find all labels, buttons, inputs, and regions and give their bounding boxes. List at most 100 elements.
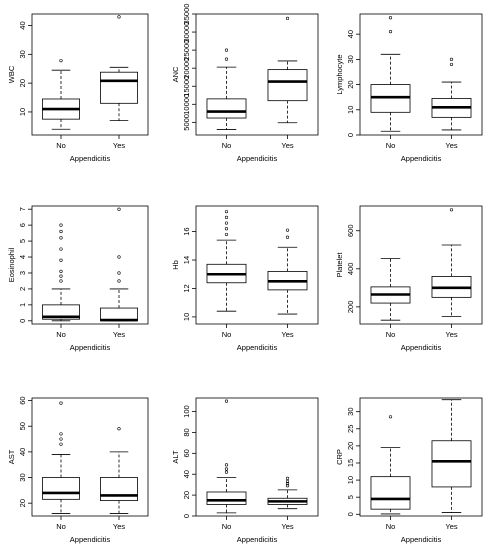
x-tick-label: No: [386, 141, 396, 150]
y-tick-label: 100: [182, 405, 191, 418]
box-yes: [431, 399, 472, 513]
y-axis-title: Hb: [171, 260, 180, 270]
box-no: [206, 48, 247, 130]
y-tick-label: 0: [346, 512, 355, 516]
plot-frame: [195, 397, 319, 517]
iqr-box: [267, 69, 308, 102]
plot-frame: [195, 205, 319, 325]
y-tick-label: 4: [18, 255, 27, 259]
x-axis-title: Appendicitis: [401, 154, 442, 163]
x-tick-label: Yes: [445, 330, 457, 339]
outlier-point: [224, 215, 229, 219]
outlier-point: [59, 437, 63, 441]
plot-frame: [359, 13, 483, 136]
y-axis-title: CRP: [335, 449, 344, 465]
x-axis-title: Appendicitis: [401, 343, 442, 352]
x-tick-label: No: [222, 141, 232, 150]
box-no: [370, 16, 411, 132]
outlier-point: [59, 432, 63, 436]
y-tick-label: 0: [182, 514, 191, 518]
y-tick-label: 10000: [182, 94, 191, 115]
x-axis-title: Appendicitis: [237, 343, 278, 352]
box-yes: [431, 57, 472, 131]
y-tick-label: 2: [18, 287, 27, 291]
y-tick-label: 10: [18, 108, 27, 116]
y-tick-label: 20000: [182, 58, 191, 79]
y-tick-label: 50: [18, 422, 27, 430]
outlier-point: [59, 442, 63, 446]
y-axis-title: ANC: [171, 66, 180, 82]
box-yes: [100, 207, 138, 322]
box-yes: [431, 208, 472, 317]
x-tick-label: No: [56, 330, 66, 339]
outlier-point: [285, 484, 290, 488]
x-tick-label: No: [56, 522, 66, 531]
iqr-box: [431, 440, 472, 488]
x-tick-label: Yes: [445, 141, 457, 150]
y-tick-label: 25000: [182, 40, 191, 61]
x-tick-label: Yes: [281, 141, 293, 150]
outlier-point: [224, 57, 229, 61]
box-yes: [267, 16, 308, 124]
box-no: [370, 257, 411, 321]
y-tick-label: 20: [18, 79, 27, 87]
y-tick-label: 16: [182, 227, 191, 235]
x-axis-title: Appendicitis: [237, 154, 278, 163]
outlier-point: [59, 401, 63, 405]
outlier-point: [449, 57, 454, 61]
y-tick-label: 30000: [182, 22, 191, 43]
outlier-point: [285, 228, 290, 232]
plot-frame: [31, 205, 149, 325]
y-axis-title: Lymphocyte: [335, 54, 344, 94]
x-tick-label: No: [386, 522, 396, 531]
y-tick-label: 10: [346, 476, 355, 484]
x-axis-title: Appendicitis: [70, 154, 111, 163]
y-axis-title: Platelet: [335, 252, 344, 278]
x-axis-title: Appendicitis: [70, 343, 111, 352]
x-tick-label: Yes: [445, 522, 457, 531]
outlier-point: [224, 463, 229, 467]
outlier-point: [59, 269, 63, 273]
box-yes: [267, 228, 308, 315]
outlier-point: [117, 427, 121, 431]
y-tick-label: 30: [346, 408, 355, 416]
x-tick-label: Yes: [113, 330, 125, 339]
outlier-point: [388, 16, 393, 20]
y-tick-label: 60: [18, 396, 27, 404]
y-tick-label: 5: [346, 495, 355, 499]
outlier-point: [59, 279, 63, 283]
iqr-box: [370, 476, 411, 510]
outlier-point: [224, 221, 229, 225]
outlier-point: [117, 271, 121, 275]
outlier-point: [59, 59, 63, 63]
y-axis-title: AST: [7, 449, 16, 464]
y-tick-label: 200: [346, 301, 355, 314]
outlier-point: [59, 223, 63, 227]
y-tick-label: 5000: [182, 114, 191, 131]
outlier-point: [59, 247, 63, 251]
outlier-point: [388, 415, 393, 419]
y-axis-title: ALT: [171, 450, 180, 464]
box-yes: [100, 427, 138, 514]
outlier-point: [285, 479, 290, 484]
y-tick-label: 15: [346, 459, 355, 467]
x-axis-title: Appendicitis: [401, 535, 442, 544]
outlier-point: [224, 227, 229, 231]
outlier-point: [224, 467, 229, 471]
y-tick-label: 3: [18, 271, 27, 275]
x-axis-title: Appendicitis: [237, 535, 278, 544]
y-tick-label: 20: [182, 491, 191, 499]
outlier-point: [224, 399, 229, 403]
x-tick-label: No: [56, 141, 66, 150]
plot-frame: [31, 13, 149, 136]
outlier-point: [285, 235, 290, 239]
box-yes: [267, 476, 308, 510]
y-tick-label: 1: [18, 303, 27, 307]
y-tick-label: 12: [182, 284, 191, 292]
y-tick-label: 20: [346, 442, 355, 450]
y-tick-label: 30: [18, 50, 27, 58]
